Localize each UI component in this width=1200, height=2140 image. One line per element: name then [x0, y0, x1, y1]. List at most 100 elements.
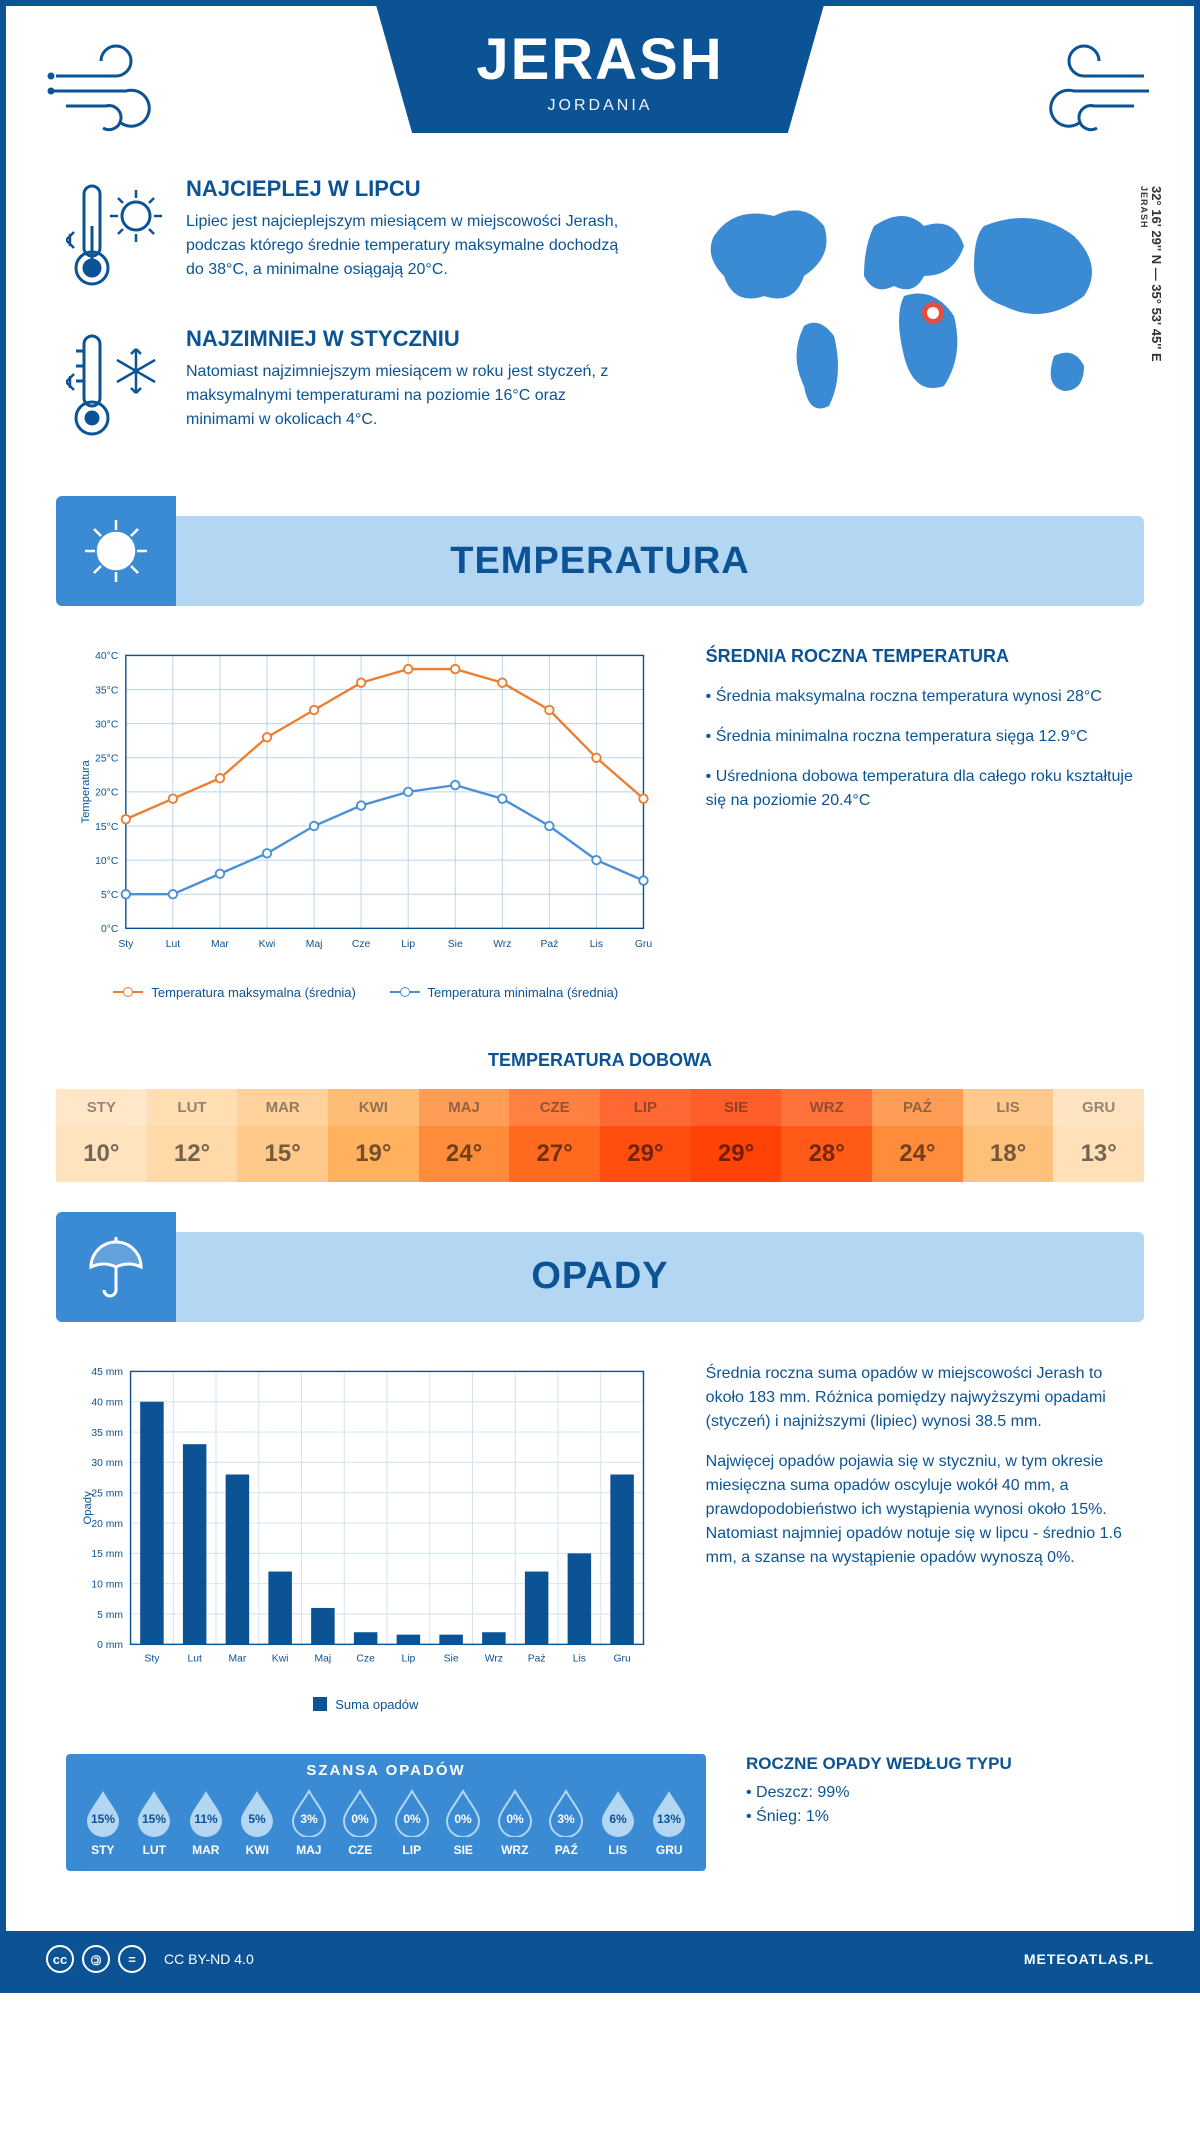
- chance-cell: 15% LUT: [130, 1789, 180, 1857]
- svg-text:Sie: Sie: [444, 1653, 459, 1664]
- hot-fact-text: Lipiec jest najcieplejszym miesiącem w m…: [186, 210, 634, 282]
- svg-text:40 mm: 40 mm: [91, 1397, 123, 1408]
- temperature-summary: ŚREDNIA ROCZNA TEMPERATURA • Średnia mak…: [706, 646, 1134, 1000]
- svg-text:5 mm: 5 mm: [97, 1609, 123, 1620]
- svg-text:13%: 13%: [657, 1812, 681, 1826]
- precip-text: Najwięcej opadów pojawia się w styczniu,…: [706, 1450, 1134, 1570]
- svg-text:Maj: Maj: [315, 1653, 332, 1664]
- header: JERASH JORDANIA: [6, 6, 1194, 156]
- svg-text:Lis: Lis: [590, 939, 603, 950]
- svg-text:Paź: Paź: [528, 1653, 546, 1664]
- precip-type-snow: • Śnieg: 1%: [746, 1808, 1012, 1826]
- svg-text:Wrz: Wrz: [485, 1653, 503, 1664]
- drop-icon: 11%: [186, 1789, 226, 1837]
- precip-type-title: ROCZNE OPADY WEDŁUG TYPU: [746, 1754, 1012, 1774]
- chance-cell: 0% WRZ: [490, 1789, 540, 1857]
- svg-text:Lip: Lip: [401, 1653, 415, 1664]
- svg-text:10 mm: 10 mm: [91, 1579, 123, 1590]
- hot-fact: NAJCIEPLEJ W LIPCU Lipiec jest najcieple…: [66, 176, 634, 296]
- svg-text:Maj: Maj: [306, 939, 323, 950]
- svg-text:15%: 15%: [91, 1812, 115, 1826]
- svg-text:3%: 3%: [300, 1812, 318, 1826]
- heat-cell: WRZ 28°: [781, 1089, 872, 1182]
- drop-icon: 0%: [495, 1789, 535, 1837]
- chance-cell: 3% MAJ: [284, 1789, 334, 1857]
- svg-text:0°C: 0°C: [101, 924, 119, 935]
- svg-text:25 mm: 25 mm: [91, 1488, 123, 1499]
- precipitation-chart: 0 mm5 mm10 mm15 mm20 mm25 mm30 mm35 mm40…: [66, 1362, 666, 1715]
- svg-text:0%: 0%: [506, 1812, 524, 1826]
- thermometer-snow-icon: [66, 326, 166, 446]
- svg-text:Lip: Lip: [401, 939, 415, 950]
- drop-icon: 15%: [83, 1789, 123, 1837]
- svg-text:30 mm: 30 mm: [91, 1458, 123, 1469]
- cc-icon: cc: [46, 1945, 74, 1973]
- svg-text:15°C: 15°C: [95, 822, 119, 833]
- svg-text:0%: 0%: [403, 1812, 421, 1826]
- temperature-chart: 0°C5°C10°C15°C20°C25°C30°C35°C40°CStyLut…: [66, 646, 666, 1000]
- precipitation-legend: Suma opadów: [66, 1697, 666, 1715]
- svg-text:35°C: 35°C: [95, 685, 119, 696]
- chance-box: SZANSA OPADÓW 15% STY 15% LUT 11% MAR 5%: [66, 1754, 706, 1871]
- svg-text:Cze: Cze: [356, 1653, 375, 1664]
- temperature-heading: TEMPERATURA: [176, 540, 1144, 583]
- heat-cell: LIP 29°: [600, 1089, 691, 1182]
- sun-icon: [81, 516, 151, 586]
- heat-cell: STY 10°: [56, 1089, 147, 1182]
- cold-fact: NAJZIMNIEJ W STYCZNIU Natomiast najzimni…: [66, 326, 634, 446]
- drop-icon: 3%: [289, 1789, 329, 1837]
- heat-cell: MAR 15°: [237, 1089, 328, 1182]
- summary-bullet: • Średnia maksymalna roczna temperatura …: [706, 685, 1134, 709]
- drop-icon: 0%: [443, 1789, 483, 1837]
- summary-bullet: • Średnia minimalna roczna temperatura s…: [706, 725, 1134, 749]
- chance-cell: 13% GRU: [645, 1789, 695, 1857]
- wind-icon-left: [46, 36, 186, 136]
- svg-text:Sty: Sty: [144, 1653, 160, 1664]
- temperature-banner: TEMPERATURA: [56, 516, 1144, 606]
- svg-text:Temperatura: Temperatura: [80, 759, 92, 823]
- svg-text:10°C: 10°C: [95, 856, 119, 867]
- drop-icon: 0%: [340, 1789, 380, 1837]
- svg-text:Gru: Gru: [613, 1653, 630, 1664]
- drop-icon: 13%: [649, 1789, 689, 1837]
- chance-cell: 5% KWI: [233, 1789, 283, 1857]
- chance-cell: 6% LIS: [593, 1789, 643, 1857]
- chance-cell: 0% SIE: [439, 1789, 489, 1857]
- svg-text:0 mm: 0 mm: [97, 1640, 123, 1651]
- heat-cell: MAJ 24°: [419, 1089, 510, 1182]
- title-banner: JERASH JORDANIA: [376, 6, 823, 133]
- svg-text:Kwi: Kwi: [259, 939, 276, 950]
- svg-text:15%: 15%: [142, 1812, 166, 1826]
- heat-cell: CZE 27°: [509, 1089, 600, 1182]
- by-icon: 🄯: [82, 1945, 110, 1973]
- svg-text:Sty: Sty: [118, 939, 134, 950]
- heat-cell: SIE 29°: [691, 1089, 782, 1182]
- svg-text:20 mm: 20 mm: [91, 1518, 123, 1529]
- city-title: JERASH: [476, 26, 723, 93]
- svg-text:Lut: Lut: [187, 1653, 202, 1664]
- svg-text:25°C: 25°C: [95, 754, 119, 765]
- hot-fact-title: NAJCIEPLEJ W LIPCU: [186, 176, 634, 202]
- heat-cell: LIS 18°: [963, 1089, 1054, 1182]
- precip-text: Średnia roczna suma opadów w miejscowośc…: [706, 1362, 1134, 1434]
- wind-icon-right: [1014, 36, 1154, 136]
- precipitation-banner: OPADY: [56, 1232, 1144, 1322]
- nd-icon: =: [118, 1945, 146, 1973]
- brand: METEOATLAS.PL: [1024, 1951, 1154, 1967]
- thermometer-sun-icon: [66, 176, 166, 296]
- svg-text:Cze: Cze: [352, 939, 371, 950]
- license-text: CC BY-ND 4.0: [164, 1951, 254, 1967]
- drop-icon: 0%: [392, 1789, 432, 1837]
- daily-temp-table: STY 10° LUT 12° MAR 15° KWI 19° MAJ 24° …: [56, 1089, 1144, 1182]
- svg-text:20°C: 20°C: [95, 788, 119, 799]
- svg-text:15 mm: 15 mm: [91, 1549, 123, 1560]
- svg-text:0%: 0%: [455, 1812, 473, 1826]
- coordinates: 32° 16' 29'' N — 35° 53' 45'' E JERASH: [1139, 186, 1164, 362]
- footer: cc 🄯 = CC BY-ND 4.0 METEOATLAS.PL: [6, 1931, 1194, 1987]
- chance-cell: 15% STY: [78, 1789, 128, 1857]
- svg-text:5°C: 5°C: [101, 890, 119, 901]
- svg-text:40°C: 40°C: [95, 651, 119, 662]
- coordinates-label: JERASH: [1139, 186, 1149, 362]
- temperature-legend: Temperatura maksymalna (średnia) Tempera…: [66, 981, 666, 1000]
- svg-text:11%: 11%: [194, 1812, 218, 1826]
